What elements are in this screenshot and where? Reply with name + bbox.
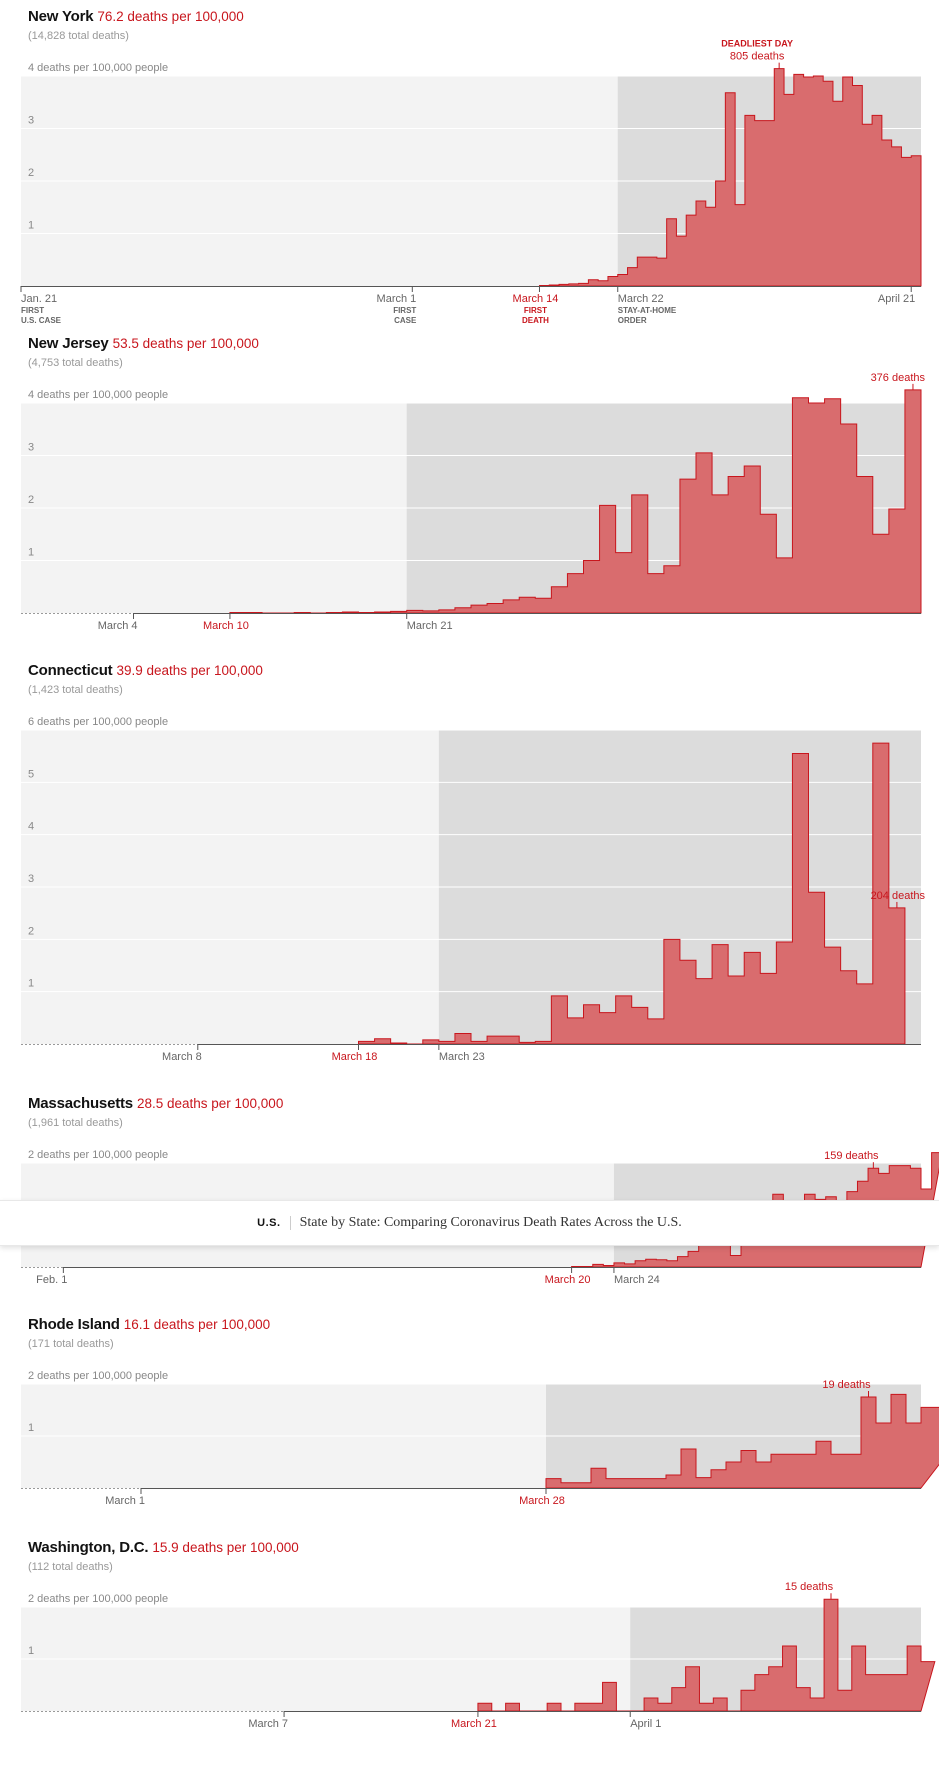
event-annotation: U.S. CASE xyxy=(21,316,62,325)
chart-header: New Jersey 53.5 deaths per 100,000 xyxy=(28,335,259,353)
state-name: Rhode Island xyxy=(28,1316,120,1333)
y-tick-label: 1 xyxy=(28,547,34,559)
deadliest-day-label: DEADLIEST DAY xyxy=(721,39,793,49)
x-tick-label: March 14 xyxy=(513,293,559,305)
section-label[interactable]: U.S. xyxy=(257,1217,281,1229)
death-rate: 15.9 deaths per 100,000 xyxy=(152,1540,299,1555)
peak-deaths-label: 159 deaths xyxy=(824,1150,879,1162)
x-tick-label: March 4 xyxy=(98,620,138,632)
y-tick-label: 1 xyxy=(28,1422,34,1434)
total-deaths: (4,753 total deaths) xyxy=(28,357,123,369)
chart-header: Washington, D.C. 15.9 deaths per 100,000 xyxy=(28,1539,299,1557)
area-chart: 1 2 3 4 deaths per 100,000 people March 4 Mar… xyxy=(21,372,926,632)
chart-panel: Rhode Island 16.1 deaths per 100,000 (171 … xyxy=(0,1316,939,1530)
death-rate: 39.9 deaths per 100,000 xyxy=(116,663,263,678)
header-divider xyxy=(289,1216,291,1230)
y-tick-label: 3 xyxy=(28,873,34,885)
x-tick-label: March 1 xyxy=(105,1495,145,1507)
area-chart: 1 2 3 4 5 6 deaths per 100,000 people March 8 M… xyxy=(21,716,926,1063)
area-chart: 1 2 deaths per 100,000 people March 7 March… xyxy=(21,1581,936,1730)
deaths-area-series xyxy=(545,1393,939,1489)
deaths-area-series xyxy=(477,1598,936,1712)
charts-container: New York 76.2 deaths per 100,000 (14,828 t… xyxy=(0,8,939,1730)
peak-deaths-label: 805 deaths xyxy=(730,51,785,63)
y-tick-label: 5 xyxy=(28,768,34,780)
state-name: Massachusetts xyxy=(28,1095,133,1112)
y-axis-title: 4 deaths per 100,000 people xyxy=(28,389,168,401)
chart-header: New York 76.2 deaths per 100,000 xyxy=(28,8,244,26)
peak-deaths-label: 204 deaths xyxy=(871,890,926,902)
y-axis-title: 6 deaths per 100,000 people xyxy=(28,716,168,728)
y-tick-label: 3 xyxy=(28,442,34,454)
state-name: Connecticut xyxy=(28,662,113,679)
y-tick-label: 3 xyxy=(28,115,34,127)
event-annotation: FIRST xyxy=(21,306,44,315)
peak-deaths-label: 15 deaths xyxy=(785,1581,834,1593)
event-annotation: CASE xyxy=(394,316,417,325)
event-annotation: STAY-AT-HOME xyxy=(618,306,677,315)
x-tick-label: March 23 xyxy=(439,1051,485,1063)
x-tick-label: Jan. 21 xyxy=(21,293,57,305)
x-tick-label: March 28 xyxy=(519,1495,565,1507)
x-tick-label: March 24 xyxy=(614,1274,660,1286)
x-tick-label: March 22 xyxy=(618,293,664,305)
y-tick-label: 1 xyxy=(28,978,34,990)
x-tick-label: March 21 xyxy=(451,1718,497,1730)
x-tick-label: March 21 xyxy=(407,620,453,632)
sticky-header-bar[interactable]: U.S. State by State: Comparing Coronavir… xyxy=(0,1200,939,1246)
x-tick-label: April 21 xyxy=(878,293,915,305)
event-annotation: DEATH xyxy=(522,316,549,325)
chart-header: Rhode Island 16.1 deaths per 100,000 xyxy=(28,1316,270,1334)
peak-deaths-label: 19 deaths xyxy=(822,1379,871,1391)
deaths-area-series xyxy=(229,389,922,614)
event-annotation: FIRST xyxy=(393,306,416,315)
y-axis-title: 2 deaths per 100,000 people xyxy=(28,1149,168,1161)
y-tick-label: 1 xyxy=(28,1645,34,1657)
chart-panel: Connecticut 39.9 deaths per 100,000 (1,423… xyxy=(0,662,939,1086)
y-tick-label: 4 xyxy=(28,821,34,833)
y-axis-title: 4 deaths per 100,000 people xyxy=(28,62,168,74)
y-tick-label: 2 xyxy=(28,494,34,506)
event-annotation: FIRST xyxy=(524,306,547,315)
x-tick-label: March 18 xyxy=(332,1051,378,1063)
deaths-area-series xyxy=(358,742,906,1045)
deaths-area-series xyxy=(538,68,922,287)
chart-panel: New Jersey 53.5 deaths per 100,000 (4,753 … xyxy=(0,335,939,655)
x-tick-label: March 8 xyxy=(162,1051,202,1063)
x-tick-label: April 1 xyxy=(630,1718,661,1730)
total-deaths: (14,828 total deaths) xyxy=(28,30,129,42)
y-tick-label: 1 xyxy=(28,220,34,232)
x-tick-label: Feb. 1 xyxy=(36,1274,67,1286)
x-tick-label: March 10 xyxy=(203,620,249,632)
state-name: New Jersey xyxy=(28,335,109,352)
total-deaths: (1,423 total deaths) xyxy=(28,684,123,696)
x-tick-label: March 1 xyxy=(377,293,417,305)
death-rate: 28.5 deaths per 100,000 xyxy=(136,1096,284,1111)
area-chart: 1 2 deaths per 100,000 people March 1 March… xyxy=(21,1370,939,1507)
article-title: State by State: Comparing Coronavirus De… xyxy=(299,1215,682,1230)
chart-header: Massachusetts 28.5 deaths per 100,000 xyxy=(28,1095,283,1113)
chart-panel: New York 76.2 deaths per 100,000 (14,828 t… xyxy=(0,8,939,328)
y-tick-label: 2 xyxy=(28,925,34,937)
x-tick-label: March 20 xyxy=(545,1274,591,1286)
total-deaths: (171 total deaths) xyxy=(28,1338,114,1350)
state-name: Washington, D.C. xyxy=(28,1539,149,1556)
event-annotation: ORDER xyxy=(618,316,647,325)
state-name: New York xyxy=(28,8,94,25)
peak-deaths-label: 376 deaths xyxy=(871,372,926,384)
x-tick-label: March 7 xyxy=(248,1718,288,1730)
chart-panel: Washington, D.C. 15.9 deaths per 100,000 (… xyxy=(0,1539,939,1753)
chart-header: Connecticut 39.9 deaths per 100,000 xyxy=(28,662,263,680)
y-tick-label: 2 xyxy=(28,167,34,179)
death-rate: 53.5 deaths per 100,000 xyxy=(112,336,259,351)
y-axis-title: 2 deaths per 100,000 people xyxy=(28,1593,168,1605)
y-axis-title: 2 deaths per 100,000 people xyxy=(28,1370,168,1382)
total-deaths: (112 total deaths) xyxy=(28,1561,113,1573)
total-deaths: (1,961 total deaths) xyxy=(28,1117,123,1129)
death-rate: 16.1 deaths per 100,000 xyxy=(123,1317,271,1332)
death-rate: 76.2 deaths per 100,000 xyxy=(97,9,244,24)
